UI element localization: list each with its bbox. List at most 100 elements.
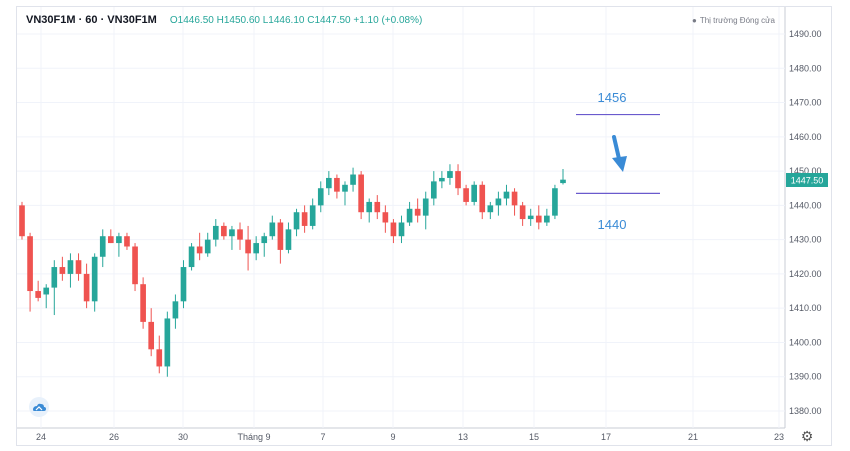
candle[interactable] xyxy=(99,229,106,268)
chart-frame xyxy=(16,6,832,446)
candle[interactable] xyxy=(196,232,203,261)
candle[interactable] xyxy=(382,205,389,233)
candle[interactable] xyxy=(455,164,461,196)
candle[interactable] xyxy=(326,171,332,196)
candle[interactable] xyxy=(124,232,130,250)
candle[interactable] xyxy=(309,198,316,230)
y-tick-label: 1440.00 xyxy=(789,200,822,210)
level-label: 1456 xyxy=(598,90,627,105)
candle[interactable] xyxy=(527,208,534,226)
candle[interactable] xyxy=(212,219,219,247)
y-tick-label: 1380.00 xyxy=(789,406,822,416)
candle[interactable] xyxy=(204,232,211,257)
symbol-label[interactable]: VN30F1M · 60 · VN30F1M xyxy=(26,14,157,26)
candle[interactable] xyxy=(414,198,421,223)
candle[interactable] xyxy=(229,225,235,250)
candle[interactable] xyxy=(261,232,268,257)
candle[interactable] xyxy=(83,263,90,309)
candle[interactable] xyxy=(447,164,453,185)
candle[interactable] xyxy=(221,222,227,240)
candle[interactable] xyxy=(511,188,518,216)
candle[interactable] xyxy=(19,201,25,240)
candle[interactable] xyxy=(334,174,340,199)
down-arrow-icon xyxy=(612,135,627,172)
candle[interactable] xyxy=(398,215,405,244)
candle[interactable] xyxy=(342,181,348,206)
candle[interactable] xyxy=(430,171,437,206)
x-tick-label: 26 xyxy=(109,432,119,442)
candle[interactable] xyxy=(350,167,356,192)
candle[interactable] xyxy=(487,201,494,220)
candle[interactable] xyxy=(374,195,381,220)
candle[interactable] xyxy=(116,232,122,257)
candle[interactable] xyxy=(495,191,502,216)
y-tick-label: 1390.00 xyxy=(789,372,822,382)
candle[interactable] xyxy=(132,243,138,292)
candle[interactable] xyxy=(301,205,308,233)
level-line[interactable]: 1440 xyxy=(576,192,660,232)
x-axis[interactable]: 24 26 30 Tháng 9 7 9 13 15 17 21 23 xyxy=(36,432,784,442)
candle[interactable] xyxy=(43,284,50,309)
candles xyxy=(19,164,566,377)
candle[interactable] xyxy=(27,232,33,312)
candle[interactable] xyxy=(285,222,292,254)
gear-icon[interactable]: ⚙ xyxy=(800,428,814,444)
candle[interactable] xyxy=(471,181,478,206)
last-price-label: 1447.50 xyxy=(791,176,824,186)
candle[interactable] xyxy=(269,215,276,240)
candle[interactable] xyxy=(107,229,114,244)
y-tick-label: 1490.00 xyxy=(789,29,822,39)
candle[interactable] xyxy=(35,280,41,302)
x-tick-label: 13 xyxy=(458,432,468,442)
candle[interactable] xyxy=(535,205,542,230)
y-tick-label: 1420.00 xyxy=(789,269,822,279)
status-dot-icon: ● xyxy=(692,16,697,25)
candle[interactable] xyxy=(479,181,486,220)
candle[interactable] xyxy=(463,184,469,206)
candle[interactable] xyxy=(59,256,66,281)
candle[interactable] xyxy=(51,260,58,316)
candle[interactable] xyxy=(67,253,74,288)
candle[interactable] xyxy=(277,219,284,264)
candle[interactable] xyxy=(366,198,373,223)
candle[interactable] xyxy=(164,311,171,377)
level-line[interactable]: 1456 xyxy=(576,90,660,116)
candle[interactable] xyxy=(245,225,251,271)
candle[interactable] xyxy=(422,191,429,230)
cloud-logo-icon[interactable] xyxy=(28,396,50,418)
y-tick-label: 1430.00 xyxy=(789,235,822,245)
x-tick-label: 15 xyxy=(529,432,539,442)
y-axis[interactable]: 1490.00 1480.00 1470.00 1460.00 1450.00 1440.… xyxy=(789,29,822,416)
candle[interactable] xyxy=(180,260,187,309)
y-tick-label: 1480.00 xyxy=(789,63,822,73)
x-tick-label: 24 xyxy=(36,432,46,442)
candle[interactable] xyxy=(317,181,324,213)
candle[interactable] xyxy=(253,236,259,261)
x-tick-label: 7 xyxy=(320,432,325,442)
candle[interactable] xyxy=(156,335,163,374)
candle[interactable] xyxy=(560,169,566,185)
candle[interactable] xyxy=(544,208,550,226)
levels[interactable]: 1456 1440 xyxy=(576,90,660,232)
candle[interactable] xyxy=(390,219,397,244)
candle[interactable] xyxy=(503,184,510,206)
candle[interactable] xyxy=(140,277,146,329)
candle[interactable] xyxy=(188,243,195,271)
candle[interactable] xyxy=(406,201,413,226)
x-tick-label: 17 xyxy=(601,432,611,442)
candle[interactable] xyxy=(91,253,98,312)
candle[interactable] xyxy=(552,184,558,220)
last-price-tag: 1447.50 xyxy=(786,173,828,187)
candle[interactable] xyxy=(358,171,364,220)
candle[interactable] xyxy=(172,294,179,329)
level-label: 1440 xyxy=(598,217,627,232)
market-status-label: Thị trường Đóng cửa xyxy=(699,16,775,25)
chart-header: VN30F1M · 60 · VN30F1M O1446.50 H1450.60… xyxy=(26,14,422,26)
candle[interactable] xyxy=(75,253,82,281)
candle[interactable] xyxy=(293,208,300,237)
candle[interactable] xyxy=(148,308,155,357)
candle[interactable] xyxy=(237,222,243,250)
candle[interactable] xyxy=(439,171,445,189)
candle[interactable] xyxy=(519,201,526,226)
